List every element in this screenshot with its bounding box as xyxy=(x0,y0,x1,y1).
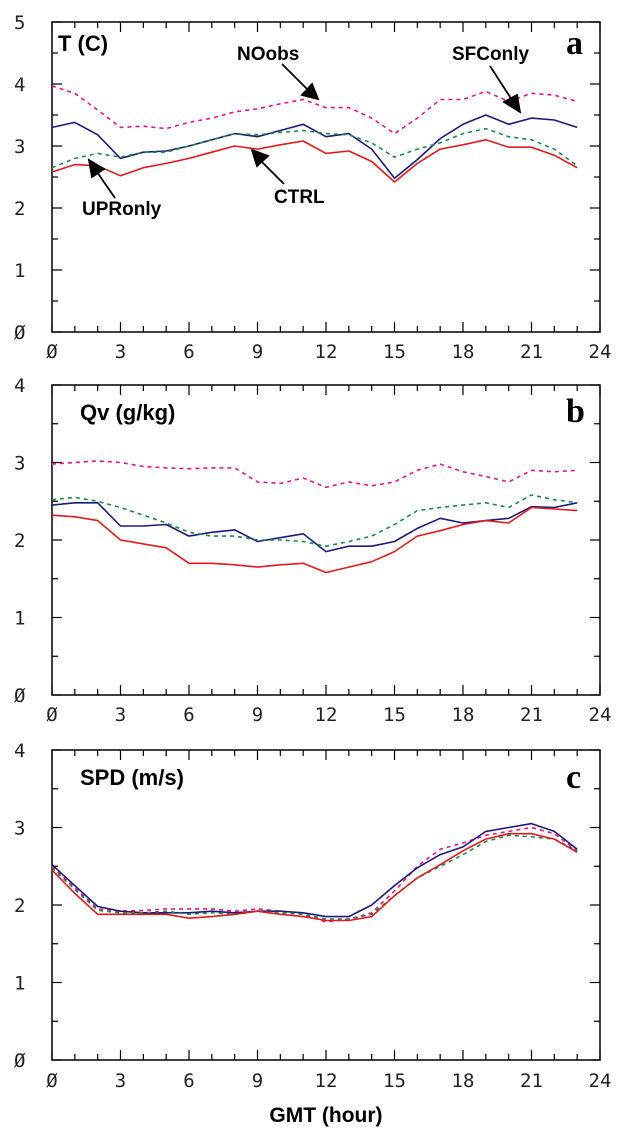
y-tick-label: 3 xyxy=(14,818,25,840)
panel-b-letter: b xyxy=(566,393,585,430)
series-line-sfconly xyxy=(51,822,578,918)
panel-c-ticks xyxy=(51,749,601,1061)
y-tick-label: Ø xyxy=(14,685,26,707)
x-tick-label: Ø xyxy=(46,341,58,363)
x-tick-label: Ø xyxy=(46,704,58,726)
series-line-sfconly xyxy=(51,501,578,553)
series-line-ctrl xyxy=(51,139,578,183)
x-tick-label: 18 xyxy=(452,704,475,726)
x-tick-label: 3 xyxy=(115,341,126,363)
y-tick-label: 2 xyxy=(14,198,25,220)
panel-a-letter: a xyxy=(566,25,583,62)
series-line-noobs xyxy=(51,826,578,923)
x-tick-label: 3 xyxy=(115,1070,126,1092)
x-tick-label: 9 xyxy=(252,1070,263,1092)
y-tick-label: 4 xyxy=(14,740,25,762)
x-tick-label: 24 xyxy=(589,704,612,726)
y-tick-label: 1 xyxy=(14,260,25,282)
x-tick-label: 24 xyxy=(589,1070,612,1092)
panel-c-frame xyxy=(51,749,601,1061)
series-line-ctrl xyxy=(51,506,578,574)
x-tick-label: 12 xyxy=(315,1070,338,1092)
series-line-noobs xyxy=(51,85,578,135)
panel-b-series xyxy=(51,460,578,574)
annotation-ctrl: CTRL xyxy=(274,187,325,208)
arrowhead-upronly xyxy=(87,158,106,179)
annotation-arrows xyxy=(87,63,522,199)
series-line-noobs xyxy=(51,460,578,489)
panel-c-title: SPD (m/s) xyxy=(80,765,184,790)
x-tick-label: 9 xyxy=(252,341,263,363)
y-tick-label: Ø xyxy=(14,322,26,344)
panel-a-ticks xyxy=(51,21,601,333)
x-tick-label: 15 xyxy=(383,341,406,363)
arrow-noobs xyxy=(281,63,311,93)
arrowhead-ctrl xyxy=(250,148,270,168)
panel-a-title: T (C) xyxy=(58,31,108,56)
y-tick-label: 5 xyxy=(14,12,25,34)
panel-b: Qv (g/kg) b xyxy=(51,384,601,696)
x-tick-label: 6 xyxy=(183,704,194,726)
arrowhead-sfconly xyxy=(502,93,522,114)
annotation-sfconly: SFConly xyxy=(452,44,529,65)
arrow-sfconly xyxy=(489,65,513,101)
panel-a-series xyxy=(51,85,578,183)
panel-c-letter: c xyxy=(566,759,581,796)
y-tick-label: 1 xyxy=(14,973,25,995)
y-tick-label: 2 xyxy=(14,895,25,917)
y-tick-label: 3 xyxy=(14,136,25,158)
panel-b-ticks xyxy=(51,384,601,696)
x-tick-label: 21 xyxy=(520,704,543,726)
arrow-upronly xyxy=(96,171,116,199)
series-line-upronly xyxy=(51,494,578,548)
x-tick-label: 24 xyxy=(589,341,612,363)
series-line-ctrl xyxy=(51,832,578,922)
y-tick-label: 4 xyxy=(14,375,25,397)
y-tick-label: 4 xyxy=(14,74,25,96)
x-tick-label: 9 xyxy=(252,704,263,726)
series-line-upronly xyxy=(51,127,578,169)
panel-b-frame xyxy=(51,384,601,696)
x-tick-label: 15 xyxy=(383,704,406,726)
x-axis-label: GMT (hour) xyxy=(269,1104,382,1127)
x-tick-label: 15 xyxy=(383,1070,406,1092)
x-tick-label: Ø xyxy=(46,1070,58,1092)
panel-b-title: Qv (g/kg) xyxy=(80,400,175,425)
x-tick-label: 6 xyxy=(183,341,194,363)
panel-a-frame xyxy=(51,21,601,333)
annotation-noobs: NOobs xyxy=(237,44,299,65)
y-tick-label: 2 xyxy=(14,530,25,552)
panel-a: T (C) a NOobs SFConly UPRonly CTRL xyxy=(51,21,601,333)
arrowhead-noobs xyxy=(300,82,320,101)
x-tick-label: 3 xyxy=(115,704,126,726)
y-tick-label: 3 xyxy=(14,453,25,475)
panel-c-series xyxy=(51,822,578,923)
series-line-upronly xyxy=(51,834,578,920)
arrow-ctrl xyxy=(259,159,285,185)
x-tick-label: 6 xyxy=(183,1070,194,1092)
x-tick-label: 21 xyxy=(520,341,543,363)
y-tick-label: 1 xyxy=(14,608,25,630)
y-tick-label: Ø xyxy=(14,1050,26,1072)
x-tick-label: 18 xyxy=(452,1070,475,1092)
panel-c: SPD (m/s) c xyxy=(51,749,601,1061)
x-tick-label: 18 xyxy=(452,341,475,363)
x-tick-label: 21 xyxy=(520,1070,543,1092)
x-tick-label: 12 xyxy=(315,704,338,726)
x-tick-label: 12 xyxy=(315,341,338,363)
annotation-upronly: UPRonly xyxy=(82,199,162,220)
